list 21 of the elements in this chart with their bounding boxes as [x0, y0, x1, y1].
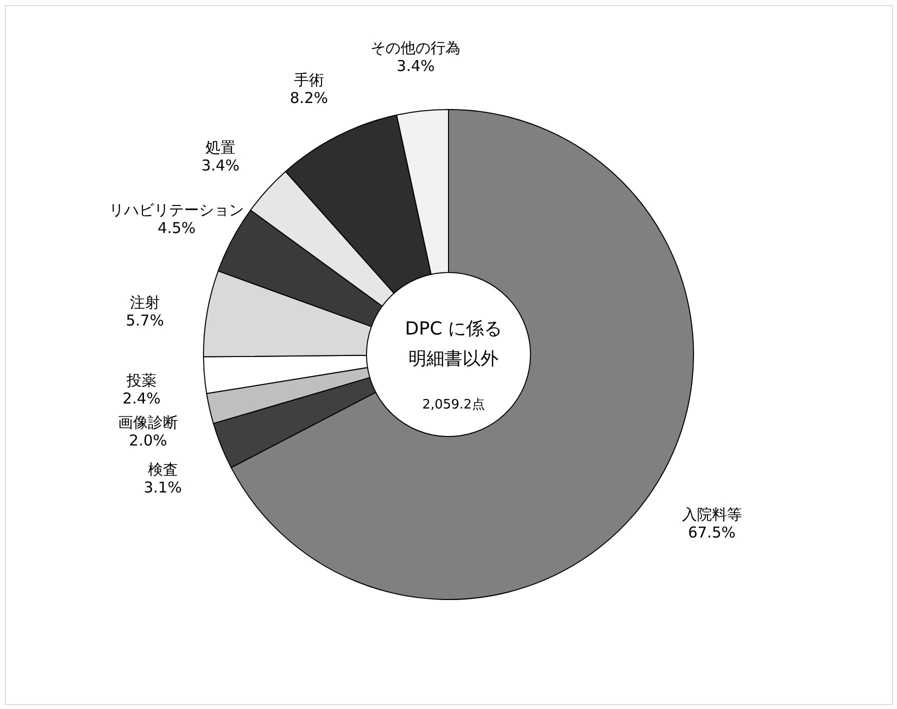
slice-label: リハビリテーション	[109, 200, 244, 219]
slice-label: 画像診断	[118, 414, 178, 432]
data-label: 2.0%	[129, 432, 168, 450]
text: DPC に係る	[404, 318, 502, 340]
slice-label: 手術	[294, 70, 324, 89]
data-label: 67.5%	[688, 523, 736, 542]
data-label: 3.4%	[396, 57, 435, 76]
slice-label: 処置	[205, 138, 236, 157]
data-label: 4.5%	[158, 218, 196, 237]
text: 2,059.2点	[422, 398, 485, 412]
data-label: 2.4%	[122, 390, 161, 408]
data-label: 3.4%	[201, 156, 240, 175]
slice-label: 投薬	[126, 372, 157, 390]
text: 明細書以外	[408, 348, 498, 370]
slice-label: 注射	[130, 294, 160, 312]
slice-label: その他の行為	[370, 39, 461, 58]
slice-label: 検査	[148, 460, 178, 478]
data-label: 3.1%	[144, 478, 182, 496]
data-label: 8.2%	[290, 88, 328, 107]
data-label: 5.7%	[126, 312, 164, 330]
slice-label: 入院料等	[682, 505, 742, 524]
